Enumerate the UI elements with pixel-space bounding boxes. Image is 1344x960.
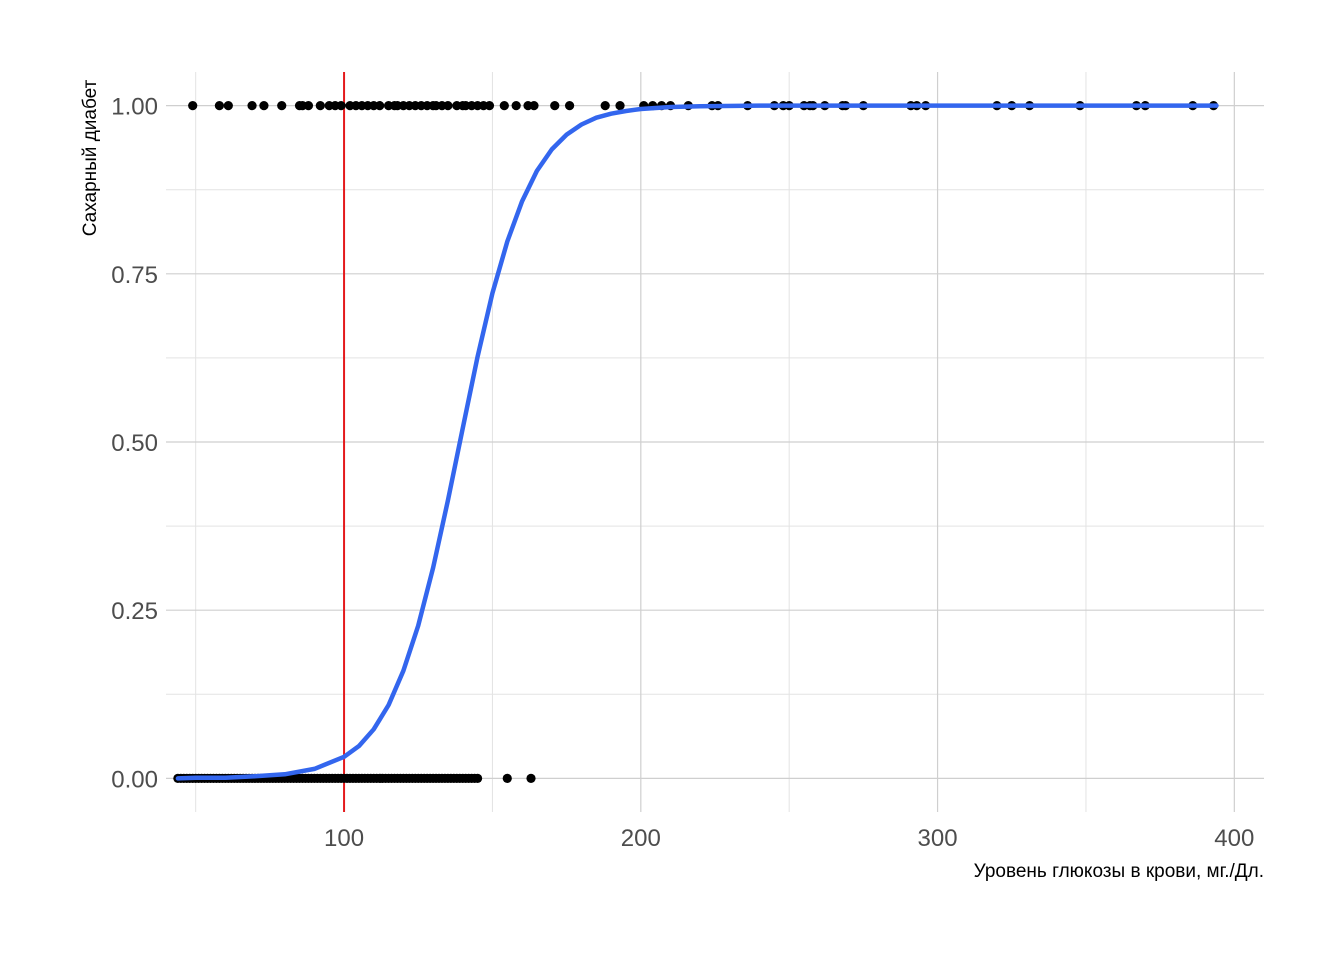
grid-major	[166, 72, 1264, 812]
x-axis-title: Уровень глюкозы в крови, мг./Дл.	[974, 861, 1264, 882]
data-point	[550, 101, 560, 111]
x-tick-labels: 100 200 300 400	[324, 825, 1254, 852]
data-point	[336, 101, 346, 111]
y-tick-label: 1.00	[111, 94, 158, 121]
data-point	[443, 101, 453, 111]
data-point	[472, 773, 483, 783]
grid-minor	[166, 72, 1264, 812]
y-axis-title: Сахарный диабет	[80, 79, 101, 236]
x-tick-label: 400	[1214, 825, 1254, 852]
data-point	[277, 101, 287, 111]
data-point	[484, 101, 495, 111]
data-point	[303, 101, 314, 111]
x-tick-label: 200	[621, 825, 661, 852]
data-point	[375, 101, 385, 111]
x-tick-label: 300	[918, 825, 958, 852]
y-tick-label: 0.75	[111, 262, 158, 289]
x-tick-label: 100	[324, 825, 364, 852]
fitted-curve-layer	[175, 103, 1219, 781]
data-point	[529, 101, 539, 111]
fitted-logistic-curve	[175, 103, 1219, 781]
data-point	[511, 101, 521, 111]
data-point	[499, 101, 509, 111]
y-tick-label: 0.50	[111, 430, 158, 457]
data-point	[259, 101, 269, 111]
data-point	[600, 101, 610, 111]
y-tick-labels: 0.00 0.25 0.50 0.75 1.00	[111, 94, 158, 794]
data-point	[223, 101, 233, 111]
y-tick-label: 0.25	[111, 598, 158, 625]
data-point	[502, 773, 512, 783]
data-point	[615, 101, 625, 111]
data-point	[247, 101, 257, 111]
data-point	[564, 101, 575, 111]
data-point	[315, 101, 325, 111]
data-point	[214, 101, 225, 111]
data-point	[188, 101, 198, 111]
data-point	[526, 773, 536, 783]
y-tick-label: 0.00	[111, 766, 158, 793]
